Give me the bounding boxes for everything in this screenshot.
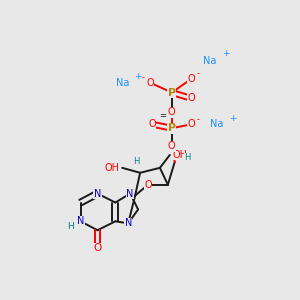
Text: -: - xyxy=(197,115,200,124)
Text: -: - xyxy=(197,69,200,78)
Text: P: P xyxy=(168,88,176,98)
Text: Na: Na xyxy=(203,56,216,66)
Text: H: H xyxy=(133,158,139,166)
Text: +: + xyxy=(223,50,230,58)
Text: +: + xyxy=(230,114,237,123)
Text: N: N xyxy=(124,218,132,228)
Text: H: H xyxy=(68,222,74,231)
Text: H: H xyxy=(184,153,191,162)
Text: O: O xyxy=(168,107,176,117)
Text: -: - xyxy=(142,73,145,82)
Text: O: O xyxy=(146,78,154,88)
Text: N: N xyxy=(127,189,134,199)
Text: Na: Na xyxy=(210,119,223,129)
Text: +: + xyxy=(134,72,142,81)
Text: OH: OH xyxy=(173,150,188,160)
Text: O: O xyxy=(144,180,152,190)
Text: P: P xyxy=(168,123,176,133)
Text: O: O xyxy=(188,74,195,84)
Text: OH: OH xyxy=(104,163,119,173)
Text: O: O xyxy=(168,141,176,151)
Text: N: N xyxy=(77,216,84,226)
Text: O: O xyxy=(93,243,102,253)
Text: Na: Na xyxy=(116,78,129,88)
Text: O: O xyxy=(188,94,195,103)
Text: =: = xyxy=(159,111,167,120)
Text: N: N xyxy=(94,189,101,199)
Text: O: O xyxy=(188,119,195,129)
Text: O: O xyxy=(148,119,156,129)
